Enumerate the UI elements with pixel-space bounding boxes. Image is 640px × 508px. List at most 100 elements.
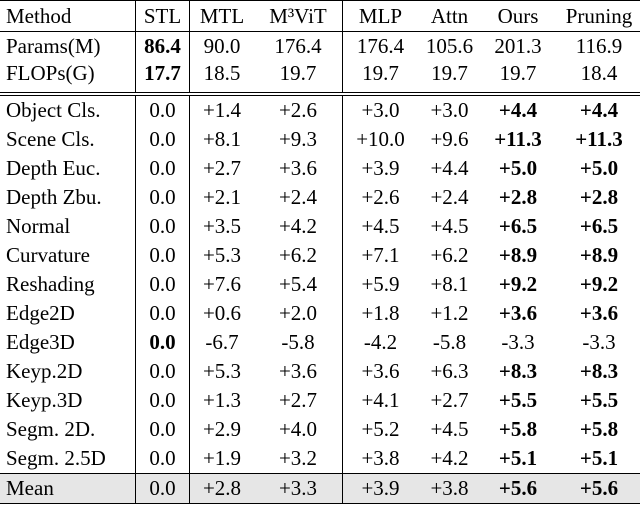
- cell-value: 0.0: [135, 270, 190, 299]
- cell-value: 116.9: [575, 34, 623, 58]
- cell-value: 105.6: [425, 34, 474, 58]
- cell-value: +11.3: [494, 127, 542, 151]
- cell-value: +8.3: [498, 359, 538, 383]
- cell-value: +9.3: [254, 125, 343, 154]
- table-row: Keyp.3D 0.0 +1.3 +2.7 +4.1 +2.7 +5.5 +5.5: [0, 386, 640, 415]
- cell-value: 19.7: [499, 61, 537, 85]
- row-label: Curvature: [0, 241, 136, 270]
- cell-value: +3.5: [202, 214, 242, 238]
- cell-value: 0.0: [135, 299, 190, 328]
- cell-value: +4.4: [498, 98, 538, 122]
- cell-value: +8.9: [498, 243, 538, 267]
- cell-value: +4.5: [430, 214, 469, 238]
- cell-value: -3.3: [582, 330, 616, 354]
- cell-value: +6.3: [430, 359, 469, 383]
- table-row: Segm. 2.5D 0.0 +1.9 +3.2 +3.8 +4.2 +5.1 +5.1: [0, 444, 640, 474]
- table-row: Depth Euc. 0.0 +2.7 +3.6 +3.9 +4.4 +5.0 +5.0: [0, 154, 640, 183]
- column-header: MTL: [199, 3, 245, 28]
- row-label: Edge2D: [0, 299, 136, 328]
- row-label: Scene Cls.: [0, 125, 136, 154]
- cell-value: +1.2: [430, 301, 469, 325]
- cell-value: +3.2: [254, 444, 343, 474]
- row-label: Mean: [0, 473, 136, 504]
- cell-value: +2.7: [202, 156, 242, 180]
- cell-value: +5.6: [579, 476, 619, 500]
- row-label: Normal: [0, 212, 136, 241]
- cell-value: +3.8: [361, 446, 400, 470]
- cell-value: -5.8: [254, 328, 343, 357]
- cell-value: 0.0: [135, 241, 190, 270]
- table-row: Scene Cls. 0.0 +8.1 +9.3 +10.0 +9.6 +11.3 +11.3: [0, 125, 640, 154]
- cell-value: +5.1: [579, 446, 619, 470]
- header-row: Method STL MTL M³ViT MLP Attn Ours Pruning: [0, 0, 640, 32]
- cell-value: -4.2: [363, 330, 398, 354]
- cell-value: +5.5: [579, 388, 619, 412]
- row-label: Keyp.2D: [0, 357, 136, 386]
- cell-value: +9.6: [430, 127, 469, 151]
- table-header: Method STL MTL M³ViT MLP Attn Ours Pruning: [0, 0, 640, 32]
- cell-value: +5.2: [361, 417, 400, 441]
- cell-value: 0.0: [135, 125, 190, 154]
- cell-value: +4.0: [254, 415, 343, 444]
- table-row: Params(M) 86.4 90.0 176.4 176.4 105.6 201.3 116…: [0, 31, 640, 61]
- table-row: Normal 0.0 +3.5 +4.2 +4.5 +4.5 +6.5 +6.5: [0, 212, 640, 241]
- cell-value: 18.4: [580, 61, 618, 85]
- cell-value: +3.0: [361, 98, 400, 122]
- cell-value: +5.0: [498, 156, 538, 180]
- cell-value: +3.6: [579, 301, 619, 325]
- cell-value: 0.0: [135, 183, 190, 212]
- cell-value: +9.2: [579, 272, 619, 296]
- cell-value: +4.4: [430, 156, 469, 180]
- table-row: Object Cls. 0.0 +1.4 +2.6 +3.0 +3.0 +4.4 +4.4: [0, 94, 640, 125]
- cell-value: +5.5: [498, 388, 538, 412]
- cell-value: +2.7: [430, 388, 469, 412]
- cell-value: 0.0: [135, 154, 190, 183]
- cell-value: +7.6: [202, 272, 242, 296]
- table-row: Curvature 0.0 +5.3 +6.2 +7.1 +6.2 +8.9 +8.9: [0, 241, 640, 270]
- cell-value: 19.7: [254, 61, 343, 94]
- row-label: FLOPs(G): [0, 61, 136, 94]
- table-row: Segm. 2D. 0.0 +2.9 +4.0 +5.2 +4.5 +5.8 +5.8: [0, 415, 640, 444]
- row-label: Object Cls.: [0, 94, 136, 125]
- cell-value: 0.0: [135, 415, 190, 444]
- cell-value: 18.5: [203, 61, 241, 85]
- row-label: Segm. 2.5D: [0, 444, 136, 474]
- row-label: Segm. 2D.: [0, 415, 136, 444]
- cell-value: +2.6: [361, 185, 400, 209]
- cell-value: +5.0: [579, 156, 619, 180]
- cell-value: 19.7: [362, 61, 399, 85]
- cell-value: +5.8: [579, 417, 619, 441]
- table-row: Edge2D 0.0 +0.6 +2.0 +1.8 +1.2 +3.6 +3.6: [0, 299, 640, 328]
- cell-value: +5.9: [361, 272, 400, 296]
- cell-value: -5.8: [432, 330, 467, 354]
- cell-value: +7.1: [361, 243, 400, 267]
- cell-value: +6.2: [430, 243, 469, 267]
- cell-value: +2.6: [254, 94, 343, 125]
- cell-value: 90.0: [203, 34, 241, 58]
- column-header: Pruning: [565, 3, 633, 28]
- cell-value: 176.4: [356, 34, 405, 58]
- cell-value: +1.8: [361, 301, 400, 325]
- cell-value: +5.3: [202, 359, 242, 383]
- cell-value: +4.2: [254, 212, 343, 241]
- row-label: Keyp.3D: [0, 386, 136, 415]
- row-label: Params(M): [0, 31, 136, 61]
- cell-value: +3.3: [254, 473, 343, 504]
- cell-value: 0.0: [135, 473, 190, 504]
- cell-value: +4.2: [430, 446, 469, 470]
- cell-value: +5.6: [498, 476, 538, 500]
- row-label: Depth Euc.: [0, 154, 136, 183]
- cell-value: +5.3: [202, 243, 242, 267]
- cell-value: +2.8: [498, 185, 538, 209]
- cell-value: +2.4: [254, 183, 343, 212]
- table-row: Depth Zbu. 0.0 +2.1 +2.4 +2.6 +2.4 +2.8 +2.8: [0, 183, 640, 212]
- table-row: Reshading 0.0 +7.6 +5.4 +5.9 +8.1 +9.2 +9.2: [0, 270, 640, 299]
- cell-value: +6.5: [579, 214, 619, 238]
- cell-value: +1.4: [202, 98, 242, 122]
- cell-value: 0.0: [135, 444, 190, 474]
- cell-value: +2.4: [430, 185, 469, 209]
- cell-value: +4.5: [361, 214, 400, 238]
- row-label: Edge3D: [0, 328, 136, 357]
